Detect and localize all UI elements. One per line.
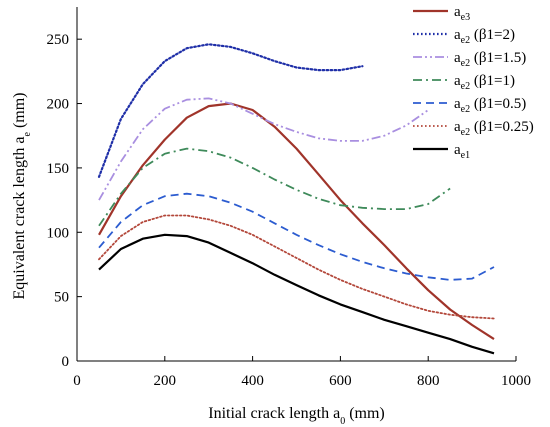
y-tick-label-1: 50	[54, 290, 69, 306]
legend-label-5: ae2 (β1=0.25)	[454, 119, 534, 138]
x-tick-label-0: 0	[73, 373, 81, 389]
legend-label-4: ae2 (β1=0.5)	[454, 96, 526, 115]
series-line-5	[98, 214, 495, 320]
series-line-4	[98, 192, 495, 281]
x-tick-label-5: 1000	[501, 373, 531, 389]
y-tick-label-0: 0	[62, 354, 70, 370]
axes: 0 200 400 600 800 1000 0 50 100 150 200 250	[47, 7, 531, 389]
legend-label-0: ae3	[454, 4, 470, 23]
series-line-2	[98, 97, 429, 201]
series-line-6	[98, 233, 495, 355]
y-tick-label-3: 150	[47, 161, 70, 177]
x-tick-label-1: 200	[154, 373, 177, 389]
x-ticks: 0 200 400 600 800 1000	[73, 356, 531, 389]
legend-label-3: ae2 (β1=1)	[454, 73, 515, 92]
series-line-1	[97, 43, 364, 178]
x-axis-title: Initial crack length a0 (mm)	[208, 405, 384, 427]
x-tick-label-3: 600	[329, 373, 352, 389]
plot-lines	[97, 43, 495, 355]
legend: ae3 ae2 (β1=2) ae2 (β1=1.5) ae2 (β1=1) ae2 (…	[413, 4, 534, 161]
legend-label-2: ae2 (β1=1.5)	[454, 50, 526, 69]
y-tick-label-5: 250	[47, 32, 70, 48]
series-line-3	[98, 147, 451, 227]
y-axis-title: Equivalent crack length ae (mm)	[11, 92, 33, 299]
legend-label-1: ae2 (β1=2)	[454, 27, 515, 46]
legend-label-6: ae1	[454, 142, 470, 161]
x-tick-label-2: 400	[241, 373, 264, 389]
y-ticks: 0 50 100 150 200 250	[47, 32, 82, 370]
x-tick-label-4: 800	[417, 373, 440, 389]
y-tick-label-4: 200	[47, 97, 70, 113]
y-tick-label-2: 100	[47, 225, 70, 241]
series-line-0	[98, 102, 495, 341]
